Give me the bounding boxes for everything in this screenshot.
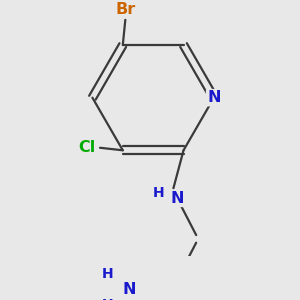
Text: N: N bbox=[170, 191, 184, 206]
Text: H: H bbox=[152, 186, 164, 200]
Text: Br: Br bbox=[115, 2, 135, 17]
Text: H: H bbox=[102, 298, 113, 300]
Text: N: N bbox=[207, 90, 221, 105]
Text: N: N bbox=[122, 282, 136, 297]
Text: H: H bbox=[102, 267, 113, 281]
Text: Cl: Cl bbox=[79, 140, 96, 155]
